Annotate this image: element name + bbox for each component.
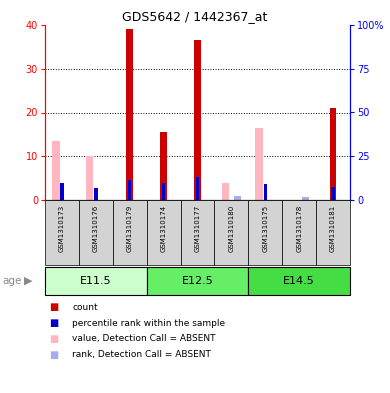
Text: ■: ■	[49, 334, 58, 344]
Bar	[126, 29, 133, 200]
Bar	[301, 197, 309, 200]
Bar	[86, 156, 94, 200]
Text: GSM1310179: GSM1310179	[127, 205, 133, 252]
Bar	[160, 132, 167, 200]
Text: percentile rank within the sample: percentile rank within the sample	[72, 318, 225, 327]
Text: E14.5: E14.5	[283, 276, 315, 286]
Text: ■: ■	[49, 318, 58, 328]
Bar	[330, 108, 337, 200]
Bar	[248, 267, 350, 295]
Text: GSM1310176: GSM1310176	[93, 205, 99, 252]
Bar	[60, 184, 64, 200]
Bar	[264, 184, 267, 200]
Bar	[222, 182, 229, 200]
Bar	[282, 200, 316, 265]
Bar	[255, 128, 263, 200]
Bar	[332, 187, 335, 200]
Bar	[181, 200, 215, 265]
Text: ▶: ▶	[24, 276, 32, 286]
Text: GSM1310173: GSM1310173	[59, 205, 65, 252]
Text: GSM1310175: GSM1310175	[262, 205, 268, 252]
Text: E12.5: E12.5	[182, 276, 213, 286]
Text: ■: ■	[49, 302, 58, 312]
Bar	[52, 141, 60, 200]
Text: GDS5642 / 1442367_at: GDS5642 / 1442367_at	[122, 10, 268, 23]
Text: count: count	[72, 303, 98, 312]
Text: GSM1310174: GSM1310174	[161, 205, 167, 252]
Bar	[248, 200, 282, 265]
Bar	[113, 200, 147, 265]
Bar	[147, 200, 181, 265]
Bar	[45, 200, 79, 265]
Bar	[194, 40, 201, 200]
Bar	[45, 267, 147, 295]
Bar	[79, 200, 113, 265]
Text: value, Detection Call = ABSENT: value, Detection Call = ABSENT	[72, 334, 216, 343]
Text: rank, Detection Call = ABSENT: rank, Detection Call = ABSENT	[72, 351, 211, 360]
Bar	[162, 183, 165, 200]
Bar	[215, 200, 248, 265]
Bar	[234, 196, 241, 200]
Bar	[128, 180, 131, 200]
Bar	[94, 188, 98, 200]
Text: GSM1310177: GSM1310177	[195, 205, 200, 252]
Text: GSM1310181: GSM1310181	[330, 205, 336, 252]
Bar	[196, 177, 199, 200]
Text: GSM1310178: GSM1310178	[296, 205, 302, 252]
Text: E11.5: E11.5	[80, 276, 112, 286]
Bar	[316, 200, 350, 265]
Text: age: age	[2, 276, 21, 286]
Text: GSM1310180: GSM1310180	[229, 205, 234, 252]
Bar	[147, 267, 248, 295]
Text: ■: ■	[49, 350, 58, 360]
